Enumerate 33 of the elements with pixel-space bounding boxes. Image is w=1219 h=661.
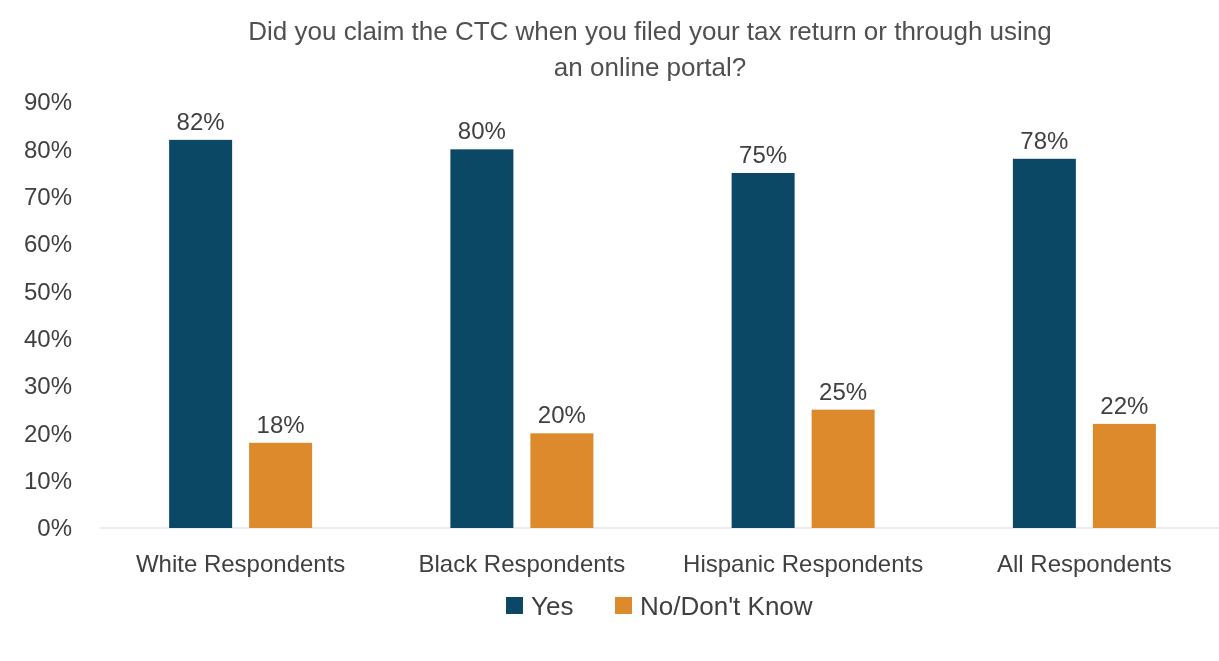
text: 82% <box>176 107 225 135</box>
y-tick-label: 70% <box>23 183 72 211</box>
text: 25% <box>819 377 868 405</box>
bar <box>1092 423 1156 528</box>
bar <box>811 409 875 528</box>
bar <box>530 433 594 528</box>
y-tick-label: 30% <box>23 372 72 400</box>
x-tick-label: Hispanic Respondents <box>683 550 924 577</box>
text: 75% <box>739 141 788 168</box>
y-tick-label: 10% <box>23 467 72 495</box>
bar <box>450 149 514 528</box>
chart-title: Did you claim the CTC when you filed your tax return or through using an online portal? <box>248 16 1052 82</box>
y-tick-label: 0% <box>37 514 72 542</box>
y-tick-label: 90% <box>23 88 72 116</box>
bar <box>249 442 313 528</box>
text: 22% <box>1100 391 1149 419</box>
y-tick-label: 50% <box>23 277 72 305</box>
legend-label: No/Don't Know <box>640 591 813 622</box>
x-tick-label: White Respondents <box>135 550 346 577</box>
text: 20% <box>537 401 586 429</box>
x-tick-label: Black Respondents <box>418 550 626 577</box>
legend-label: Yes <box>531 591 574 622</box>
y-tick-label: 20% <box>23 419 72 447</box>
bar <box>169 139 233 528</box>
y-tick-label: 80% <box>23 135 72 163</box>
text: 78% <box>1020 126 1069 154</box>
bar <box>731 173 795 528</box>
x-tick-label: All Respondents <box>996 550 1172 577</box>
text: 80% <box>457 117 506 145</box>
text: 18% <box>256 410 305 438</box>
y-tick-label: 60% <box>23 230 72 258</box>
y-tick-label: 40% <box>23 325 72 353</box>
bar <box>1012 158 1076 528</box>
